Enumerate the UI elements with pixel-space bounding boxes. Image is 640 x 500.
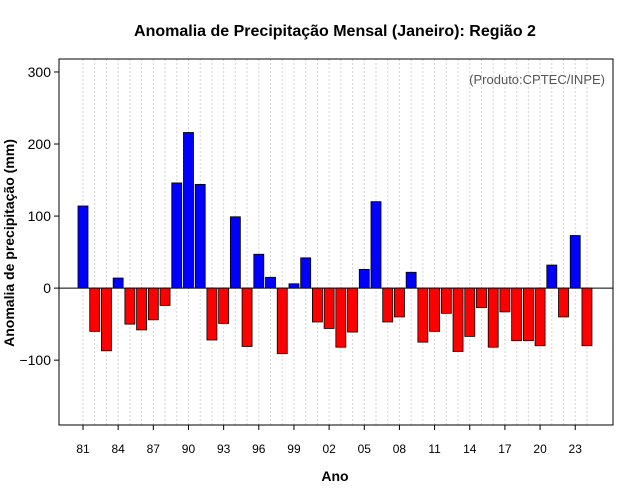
bar-1982 bbox=[89, 287, 101, 332]
bar-1999 bbox=[288, 283, 300, 289]
source-label: (Produto:CPTEC/INPE) bbox=[469, 72, 605, 87]
bar-2021 bbox=[546, 264, 558, 289]
x-tick-label: 20 bbox=[533, 442, 547, 456]
bar-2018 bbox=[511, 287, 523, 342]
bar-1988 bbox=[159, 287, 171, 306]
x-tick-label: 81 bbox=[76, 442, 90, 456]
bar-2004 bbox=[347, 287, 358, 333]
bar-1996 bbox=[253, 253, 265, 289]
x-tick-label: 23 bbox=[569, 442, 583, 456]
x-tick-label: 02 bbox=[322, 442, 336, 456]
bar-1989 bbox=[171, 182, 183, 289]
y-tick-label: 100 bbox=[28, 208, 52, 224]
x-tick-label: 96 bbox=[252, 442, 266, 456]
bar-1991 bbox=[194, 183, 206, 289]
bar-1998 bbox=[276, 287, 288, 355]
bar-1992 bbox=[206, 287, 218, 341]
bar-2009 bbox=[405, 271, 417, 289]
bar-2000 bbox=[300, 257, 312, 289]
bar-1984 bbox=[112, 277, 124, 289]
bar-2010 bbox=[417, 287, 429, 343]
bar-2006 bbox=[370, 201, 382, 289]
x-tick-label: 87 bbox=[147, 442, 161, 456]
bar-1983 bbox=[101, 287, 112, 352]
x-tick-label: 90 bbox=[182, 442, 196, 456]
bar-1987 bbox=[147, 287, 159, 321]
x-tick-label: 14 bbox=[463, 442, 477, 456]
y-tick-label: −100 bbox=[19, 352, 51, 368]
x-tick-label: 99 bbox=[287, 442, 301, 456]
x-axis-label: Ano bbox=[321, 468, 348, 484]
y-tick-label: 300 bbox=[28, 64, 52, 80]
bar-2002 bbox=[323, 287, 335, 329]
x-tick-label: 84 bbox=[111, 442, 125, 456]
y-axis-ticks: −100 0 100 200 300 bbox=[19, 64, 59, 368]
x-tick-label: 17 bbox=[498, 442, 512, 456]
bar-1993 bbox=[218, 287, 230, 324]
bar-1994 bbox=[229, 216, 241, 289]
y-tick-label: 200 bbox=[28, 136, 52, 152]
bar-2020 bbox=[534, 287, 546, 347]
bar-2014 bbox=[464, 287, 476, 337]
x-tick-label: 11 bbox=[428, 442, 441, 456]
bar-1985 bbox=[124, 287, 136, 325]
bar-1981 bbox=[77, 205, 89, 289]
bar-2024 bbox=[581, 287, 593, 347]
bar-2022 bbox=[558, 287, 569, 318]
bars bbox=[77, 132, 593, 355]
bar-1990 bbox=[183, 132, 194, 289]
vertical-gridlines bbox=[82, 59, 588, 425]
bar-2005 bbox=[358, 268, 370, 289]
x-axis-ticks: 81 84 87 90 93 96 99 02 05 08 11 14 17 20 23 bbox=[76, 425, 582, 456]
bar-1997 bbox=[265, 276, 276, 289]
plot-frame bbox=[58, 58, 614, 426]
bar-2013 bbox=[452, 287, 464, 352]
bar-1986 bbox=[136, 287, 148, 331]
bar-2007 bbox=[382, 287, 394, 323]
bar-1995 bbox=[241, 287, 253, 347]
bar-2008 bbox=[394, 287, 405, 318]
bar-2016 bbox=[487, 287, 499, 348]
x-tick-label: 93 bbox=[217, 442, 231, 456]
x-tick-label: 08 bbox=[393, 442, 407, 456]
bar-2023 bbox=[569, 235, 581, 289]
x-tick-label: 05 bbox=[358, 442, 372, 456]
bar-2001 bbox=[311, 287, 323, 323]
y-tick-label: 0 bbox=[43, 280, 51, 296]
bar-2015 bbox=[476, 287, 487, 308]
bar-2003 bbox=[335, 287, 347, 348]
bar-2011 bbox=[429, 287, 441, 332]
bar-2019 bbox=[522, 287, 534, 342]
bar-2017 bbox=[499, 287, 511, 313]
y-axis-label: Anomalia de precipitação (mm) bbox=[1, 139, 17, 347]
chart-title: Anomalia de Precipitação Mensal (Janeiro… bbox=[134, 23, 536, 40]
bar-2012 bbox=[440, 287, 452, 314]
